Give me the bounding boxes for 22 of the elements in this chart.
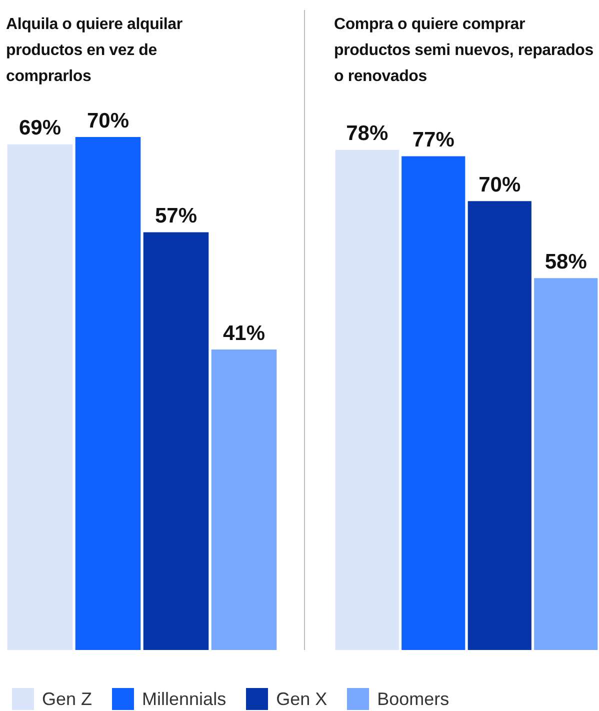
bar [7,144,73,650]
bar [75,137,141,650]
bar [143,232,209,650]
bar [211,350,277,650]
bar [468,201,532,650]
legend-label: Millennials [142,688,226,710]
legend-label: Boomers [377,688,450,710]
data-label: 58% [544,250,588,274]
bar [402,156,466,650]
chart-title: Compra o quiere comprar productos semi nuevos, reparados o renovados [334,15,594,87]
data-label: 41% [222,322,266,345]
bar [534,278,598,650]
data-label: 78% [346,122,388,146]
data-label: 77% [412,128,455,152]
chart-title: Alquila o quiere alquilar productos en vez de comprarlos [6,15,184,87]
data-label: 70% [478,173,521,196]
bar [335,150,399,650]
legend-label: Gen Z [42,688,92,710]
data-label: 70% [86,109,130,132]
data-label: 57% [154,204,198,228]
data-label: 69% [18,116,62,140]
legend-label: Gen X [276,688,328,710]
